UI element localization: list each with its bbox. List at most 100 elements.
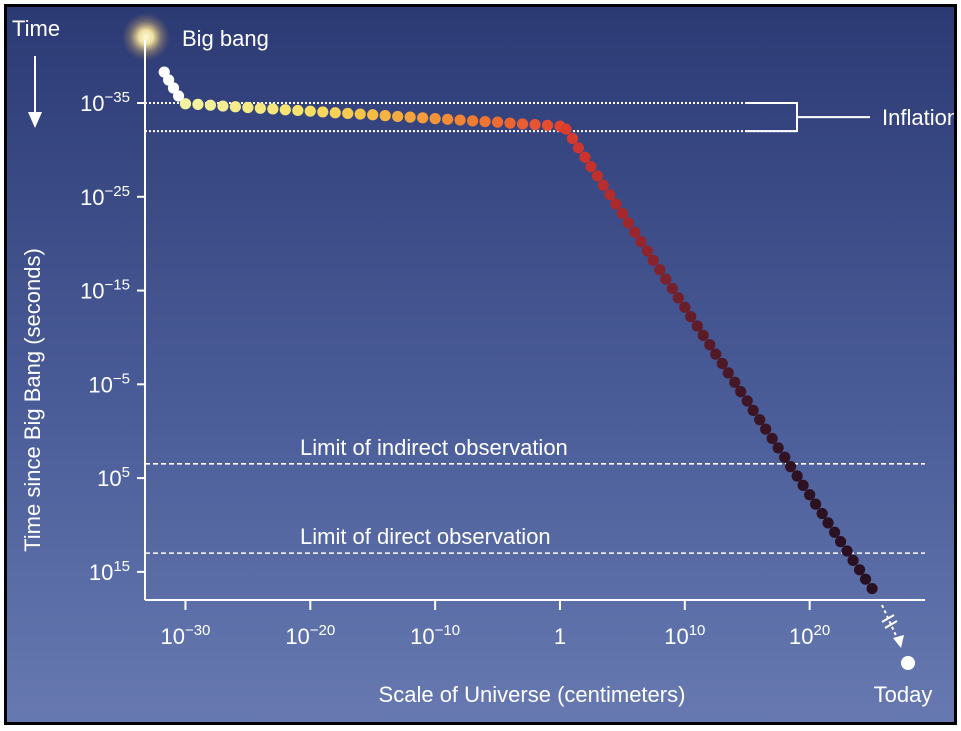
data-point	[660, 273, 672, 285]
data-point	[635, 235, 647, 248]
x-tick-label: 1010	[664, 622, 705, 649]
today-dot	[901, 656, 915, 670]
data-point	[679, 301, 691, 313]
data-point	[829, 526, 841, 538]
data-point	[417, 112, 429, 124]
data-point	[641, 245, 653, 257]
data-point	[242, 101, 254, 114]
data-point	[672, 292, 684, 304]
data-point	[785, 461, 797, 473]
axis-break	[884, 620, 898, 629]
data-point	[254, 102, 266, 114]
data-point	[604, 189, 616, 201]
data-point	[616, 207, 628, 220]
data-point	[866, 582, 878, 595]
data-point	[735, 386, 747, 398]
data-point	[454, 114, 466, 126]
data-point	[317, 106, 329, 118]
y-tick-label: 10−25	[80, 183, 130, 210]
data-point	[229, 101, 241, 113]
data-point	[722, 367, 734, 379]
data-point	[747, 404, 759, 416]
axis-break	[881, 614, 895, 623]
data-point	[691, 320, 703, 332]
y-axis-title: Time since Big Bang (seconds)	[20, 248, 45, 552]
data-point	[729, 376, 741, 388]
y-tick-label: 10−5	[88, 370, 130, 397]
plot-bg	[6, 6, 955, 723]
x-tick-label: 1020	[789, 622, 830, 649]
data-point	[217, 100, 229, 112]
x-tick-label: 10−10	[410, 622, 460, 649]
y-tick-label: 10−35	[80, 89, 130, 116]
x-tick-label: 10−20	[285, 622, 335, 649]
big-bang-label: Big bang	[182, 26, 269, 51]
data-point	[304, 105, 316, 117]
x-tick-label: 1	[554, 624, 566, 649]
data-point	[810, 498, 822, 510]
data-point	[710, 348, 722, 360]
bracket	[745, 102, 870, 133]
data-point	[292, 104, 304, 117]
data-point	[585, 160, 597, 173]
data-point	[516, 118, 529, 130]
data-point	[847, 554, 859, 567]
data-point	[853, 564, 866, 576]
data-point	[204, 99, 217, 111]
data-point	[841, 545, 853, 557]
reference-label: Limit of direct observation	[300, 524, 551, 549]
data-point	[379, 110, 391, 122]
data-point	[804, 489, 816, 501]
data-point	[541, 119, 554, 131]
time-label: Time	[12, 16, 60, 41]
data-point	[622, 217, 634, 229]
data-point	[766, 432, 778, 445]
time-arrowhead	[28, 112, 42, 128]
data-point	[267, 103, 279, 115]
data-point	[654, 264, 666, 276]
data-point	[529, 118, 541, 131]
today-label: Today	[874, 682, 933, 707]
data-point	[566, 132, 579, 145]
data-point	[279, 104, 291, 116]
data-point	[597, 179, 609, 191]
data-point	[466, 115, 479, 127]
data-point	[172, 90, 185, 102]
data-point	[404, 111, 416, 123]
bracket-label: Inflation	[882, 105, 959, 130]
data-point	[754, 414, 766, 426]
big-bang-glow	[122, 13, 170, 61]
data-point	[367, 109, 379, 121]
data-point	[791, 470, 803, 482]
data-point	[179, 98, 192, 110]
data-point	[167, 82, 180, 94]
frame	[4, 4, 957, 725]
data-point	[772, 442, 784, 454]
data-point	[647, 254, 659, 266]
data-point	[342, 107, 354, 120]
data-point	[685, 311, 697, 323]
data-point	[479, 115, 491, 128]
data-point	[442, 113, 454, 125]
data-point	[760, 423, 772, 435]
data-point	[859, 573, 872, 585]
data-point	[392, 110, 404, 123]
reference-label: Limit of indirect observation	[300, 435, 568, 460]
data-point	[816, 507, 828, 520]
data-point	[834, 536, 847, 548]
data-point	[579, 151, 591, 163]
x-tick-label: 10−30	[160, 622, 210, 649]
y-tick-label: 105	[97, 464, 130, 491]
today-arrow	[881, 604, 899, 641]
y-tick-label: 1015	[89, 558, 130, 585]
data-point	[629, 226, 641, 238]
x-axis-title: Scale of Universe (centimeters)	[379, 682, 686, 707]
data-point	[192, 98, 204, 110]
data-point	[779, 451, 791, 463]
data-point	[741, 395, 753, 407]
data-point	[704, 339, 716, 351]
data-point	[329, 107, 341, 119]
data-point	[491, 116, 504, 128]
